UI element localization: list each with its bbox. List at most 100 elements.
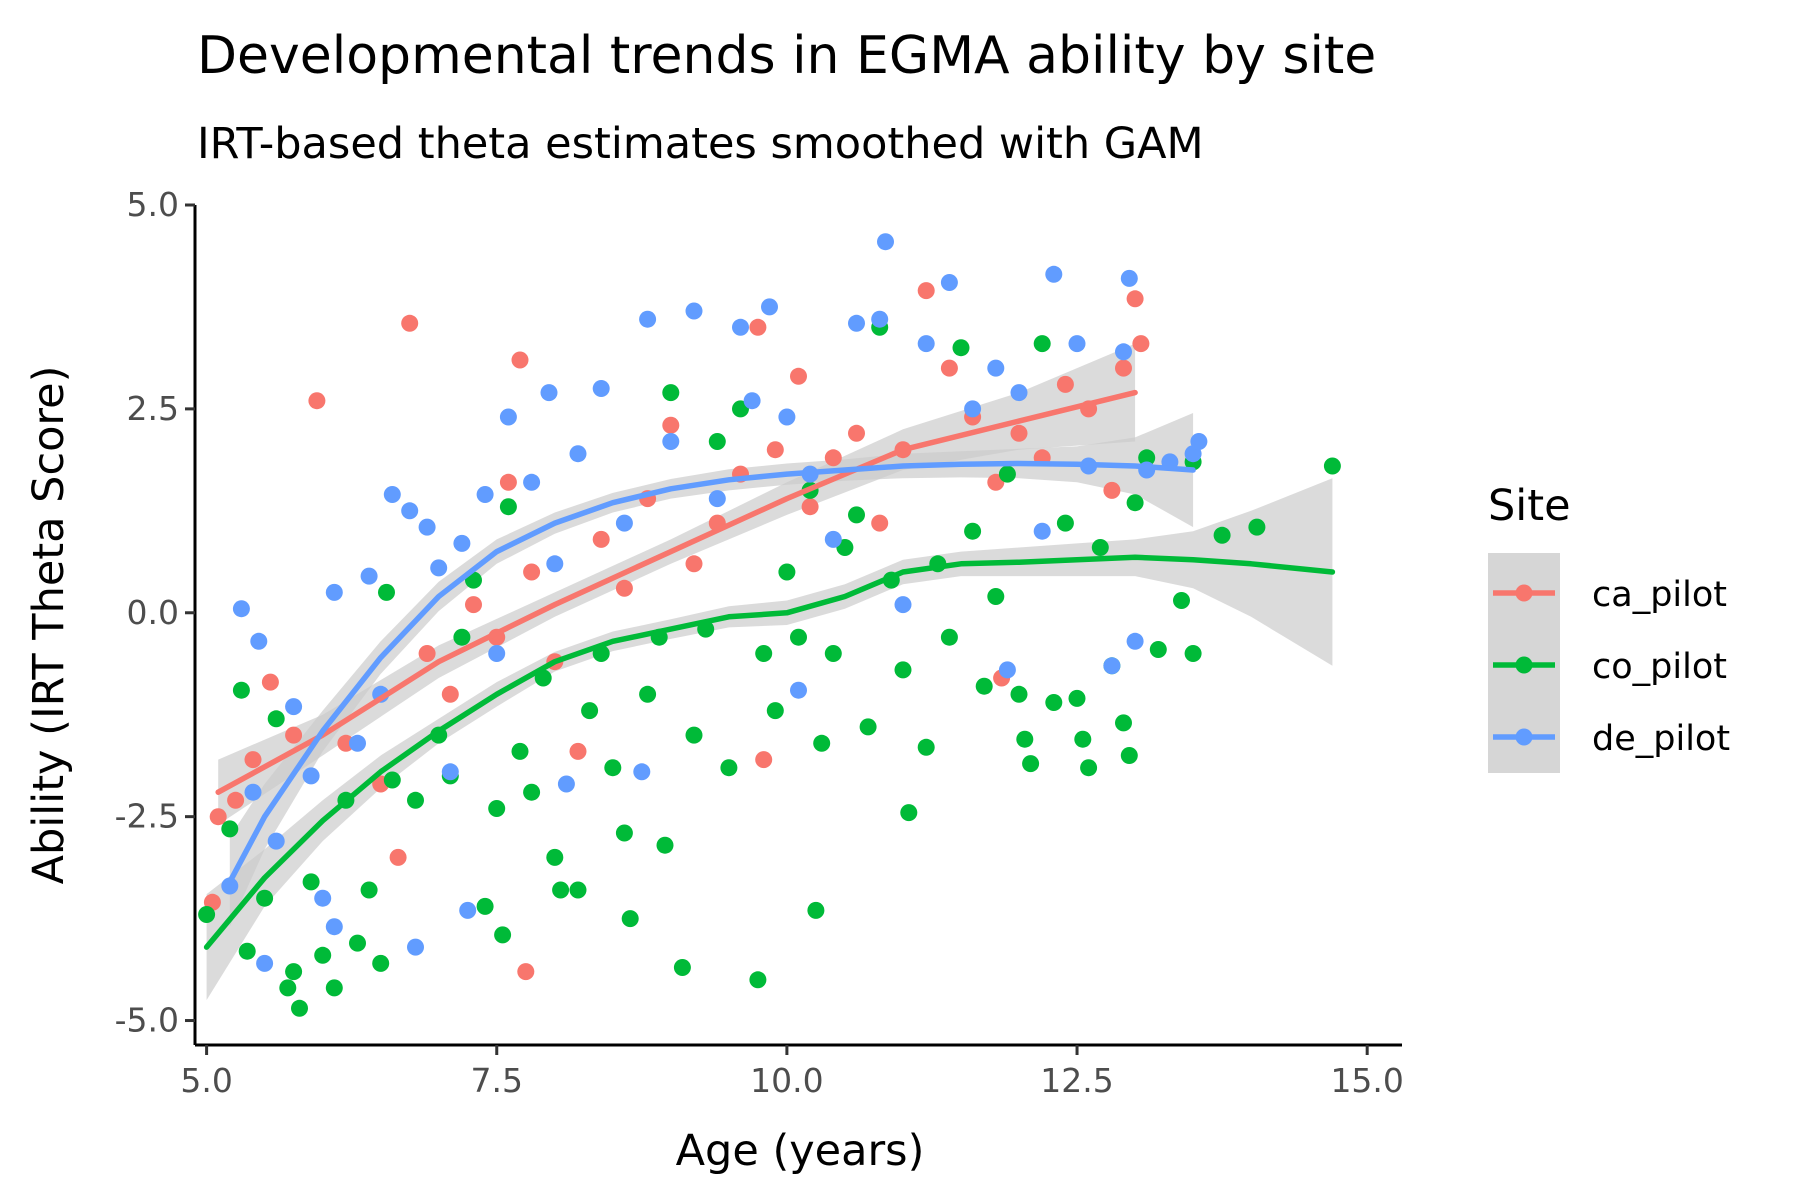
point-de_pilot — [360, 567, 378, 585]
point-de_pilot — [256, 954, 274, 972]
point-de_pilot — [499, 408, 517, 426]
point-ca_pilot — [209, 808, 227, 826]
point-de_pilot — [761, 298, 778, 316]
legend-label-de_pilot: de_pilot — [1592, 719, 1730, 759]
point-co_pilot — [378, 583, 395, 601]
point-co_pilot — [673, 959, 691, 976]
point-co_pilot — [238, 942, 256, 960]
point-co_pilot — [917, 738, 935, 756]
point-de_pilot — [998, 661, 1016, 679]
plot-area — [198, 233, 1341, 1017]
point-de_pilot — [401, 502, 419, 520]
axes: 5.0 7.5 10.0 12.5 15.0 -5.0 -2.5 0.0 2.5 5.0 — [115, 185, 1404, 1100]
point-de_pilot — [325, 918, 343, 936]
point-co_pilot — [1091, 539, 1109, 556]
point-ca_pilot — [1056, 375, 1074, 393]
point-co_pilot — [221, 820, 239, 838]
point-co_pilot — [494, 926, 512, 944]
point-de_pilot — [987, 359, 1005, 377]
legend-label-co_pilot: co_pilot — [1592, 647, 1727, 687]
point-de_pilot — [285, 698, 303, 716]
point-co_pilot — [407, 791, 424, 809]
point-de_pilot — [476, 486, 494, 503]
point-ca_pilot — [662, 416, 680, 434]
point-co_pilot — [621, 910, 639, 928]
x-axis-ticks: 5.0 7.5 10.0 12.5 15.0 — [180, 1045, 1404, 1100]
x-tick-label: 12.5 — [1040, 1061, 1113, 1100]
point-de_pilot — [1103, 657, 1121, 675]
point-ca_pilot — [499, 473, 517, 491]
point-de_pilot — [790, 681, 807, 699]
point-de_pilot — [349, 734, 366, 752]
point-co_pilot — [523, 783, 541, 801]
point-ca_pilot — [517, 963, 535, 981]
point-co_pilot — [824, 645, 842, 662]
point-co_pilot — [1213, 526, 1231, 544]
point-de_pilot — [488, 645, 506, 662]
legend-label-ca_pilot: ca_pilot — [1592, 575, 1727, 615]
point-co_pilot — [940, 628, 958, 646]
point-ca_pilot — [871, 514, 889, 532]
y-tick-label: -2.5 — [115, 797, 179, 836]
point-co_pilot — [1248, 518, 1266, 536]
point-co_pilot — [372, 954, 390, 972]
point-de_pilot — [540, 384, 558, 402]
point-co_pilot — [1045, 694, 1063, 711]
point-co_pilot — [1068, 689, 1086, 707]
point-ca_pilot — [418, 645, 436, 662]
point-de_pilot — [314, 889, 332, 907]
point-co_pilot — [499, 498, 517, 516]
x-tick-label: 7.5 — [471, 1061, 523, 1100]
point-de_pilot — [569, 445, 587, 463]
point-co_pilot — [267, 710, 285, 728]
point-de_pilot — [592, 380, 610, 397]
smooth-lines — [203, 389, 1336, 950]
point-de_pilot — [877, 233, 894, 251]
point-de_pilot — [302, 767, 320, 785]
point-co_pilot — [720, 759, 738, 777]
point-co_pilot — [662, 384, 680, 402]
point-ca_pilot — [917, 282, 935, 300]
point-ca_pilot — [1103, 481, 1121, 499]
point-de_pilot — [743, 392, 761, 410]
point-co_pilot — [285, 963, 303, 981]
point-co_pilot — [766, 702, 784, 720]
point-de_pilot — [523, 473, 541, 491]
point-ca_pilot — [308, 392, 326, 410]
point-co_pilot — [546, 848, 564, 866]
point-de_pilot — [732, 318, 749, 336]
point-de_pilot — [453, 534, 471, 552]
point-de_pilot — [940, 274, 958, 291]
point-de_pilot — [244, 783, 262, 801]
point-co_pilot — [1126, 494, 1144, 512]
ribbon-ca_pilot — [218, 343, 1136, 825]
point-co_pilot — [685, 726, 703, 744]
point-ca_pilot — [569, 742, 587, 760]
point-de_pilot — [1045, 265, 1063, 283]
point-ca_pilot — [1132, 335, 1150, 353]
point-co_pilot — [813, 734, 831, 752]
legend-key-point-de_pilot — [1515, 728, 1533, 746]
point-de_pilot — [325, 583, 343, 601]
point-co_pilot — [894, 661, 912, 679]
point-co_pilot — [581, 702, 599, 720]
point-ca_pilot — [685, 555, 703, 573]
point-de_pilot — [708, 490, 726, 508]
point-co_pilot — [987, 588, 1005, 605]
point-co_pilot — [1173, 592, 1190, 609]
point-ca_pilot — [389, 848, 407, 866]
point-ca_pilot — [285, 726, 303, 744]
point-ca_pilot — [755, 751, 773, 769]
legend-key-point-ca_pilot — [1515, 584, 1533, 602]
point-co_pilot — [1010, 685, 1028, 703]
y-tick-label: 0.0 — [127, 593, 179, 632]
point-ca_pilot — [401, 314, 419, 332]
x-tick-label: 15.0 — [1330, 1061, 1403, 1100]
point-ca_pilot — [441, 685, 459, 703]
point-de_pilot — [1115, 343, 1132, 361]
legend-entries: ca_pilot co_pilot de_pilot — [1488, 553, 1730, 773]
point-co_pilot — [256, 889, 274, 907]
point-co_pilot — [1323, 457, 1341, 475]
point-co_pilot — [1033, 335, 1051, 353]
